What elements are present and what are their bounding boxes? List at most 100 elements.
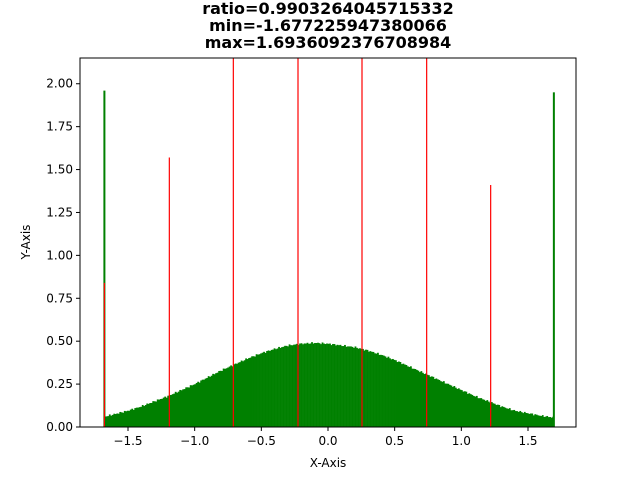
histogram-bar xyxy=(258,354,261,427)
histogram-bar xyxy=(550,417,553,427)
histogram-bar xyxy=(149,403,152,427)
histogram-bar xyxy=(234,363,237,427)
histogram-bar xyxy=(306,342,309,427)
histogram-bar xyxy=(290,345,292,427)
histogram-bar xyxy=(273,348,276,427)
histogram-bar xyxy=(499,407,502,427)
y-tick-label: 1.75 xyxy=(46,120,73,134)
histogram-bar xyxy=(260,353,262,427)
histogram-bar xyxy=(152,401,155,427)
histogram-bar xyxy=(117,413,120,427)
histogram-bar xyxy=(240,360,243,427)
histogram-bar xyxy=(418,372,421,427)
histogram-bar xyxy=(216,372,219,427)
histogram-bar xyxy=(270,349,273,427)
histogram-bar xyxy=(501,406,504,427)
histogram-bar xyxy=(219,370,222,427)
histogram-bar xyxy=(150,402,153,427)
histogram-bar xyxy=(173,393,176,427)
histogram-bar xyxy=(125,411,128,427)
histogram-bar xyxy=(221,370,224,427)
histogram-bar xyxy=(296,343,298,427)
histogram-bar xyxy=(420,371,423,427)
histogram-bar xyxy=(317,342,319,427)
histogram-bar xyxy=(408,366,411,427)
histogram-bar xyxy=(356,347,358,427)
histogram-bar xyxy=(544,416,547,427)
histogram-bar xyxy=(119,411,122,427)
histogram-bar xyxy=(209,376,212,427)
histogram-bar xyxy=(409,366,412,427)
histogram-bar xyxy=(189,385,192,427)
histogram-bar xyxy=(451,386,454,427)
x-tick-label: 1.5 xyxy=(518,434,537,448)
histogram-bar xyxy=(359,348,361,427)
histogram-bar xyxy=(308,343,310,427)
histogram-bar xyxy=(207,376,210,427)
histogram-bar xyxy=(276,348,279,427)
histogram-bar xyxy=(225,368,228,427)
x-tick-label: −1.0 xyxy=(180,434,209,448)
histogram-bar xyxy=(380,354,382,427)
histogram-bar xyxy=(200,380,203,427)
histogram-bar xyxy=(463,391,466,427)
histogram-bar xyxy=(155,401,158,427)
histogram-bar xyxy=(246,359,249,427)
histogram-bar xyxy=(122,412,125,427)
histogram-bar xyxy=(183,389,186,427)
histogram-bar xyxy=(176,392,179,427)
histogram-bar xyxy=(165,397,168,427)
y-tick-label: 0.75 xyxy=(46,291,73,305)
histogram-bar xyxy=(486,400,489,427)
histogram-bar xyxy=(439,381,442,427)
histogram-bar xyxy=(520,412,523,427)
histogram-bar xyxy=(272,349,274,427)
histogram-bar xyxy=(522,413,525,427)
x-tick-label: 0.0 xyxy=(318,434,337,448)
histogram-bar xyxy=(507,408,510,427)
histogram-bar xyxy=(201,379,204,427)
histogram-bar xyxy=(381,355,384,427)
histogram-bar xyxy=(131,408,134,427)
histogram-bar xyxy=(543,416,546,427)
histogram-bar xyxy=(398,361,400,427)
histogram-bar xyxy=(269,350,271,427)
histogram-bar xyxy=(528,413,531,427)
histogram-bar xyxy=(369,351,372,427)
histogram-bar xyxy=(351,346,354,427)
histogram-bar xyxy=(357,348,360,427)
histogram-bar xyxy=(396,362,399,427)
histogram-bar xyxy=(320,344,322,427)
histogram-bar xyxy=(433,379,436,427)
histogram-bar xyxy=(353,347,355,427)
histogram-bar xyxy=(254,356,256,427)
histogram-bar xyxy=(137,407,140,427)
histogram-bar xyxy=(436,379,439,427)
histogram-bar xyxy=(105,416,108,427)
chart-title-max: max=1.6936092376708984 xyxy=(205,33,452,52)
histogram-bar xyxy=(514,411,517,427)
histogram-bar xyxy=(293,344,295,427)
histogram-bar xyxy=(523,411,526,427)
histogram-bar xyxy=(153,401,156,427)
histogram-bar xyxy=(447,383,450,427)
histogram-bar xyxy=(468,393,471,427)
histogram-bar xyxy=(237,362,240,427)
histogram-bar xyxy=(350,346,352,427)
histogram-bar xyxy=(204,378,207,427)
histogram-bar xyxy=(424,373,427,427)
histogram-bar xyxy=(534,414,537,427)
histogram-bar xyxy=(257,354,259,427)
histogram-bar xyxy=(345,346,348,427)
histogram-bar xyxy=(191,385,194,427)
x-tick-label: −1.5 xyxy=(113,434,142,448)
histogram-bar xyxy=(305,343,307,427)
histogram-bar xyxy=(415,369,418,427)
histogram-bar xyxy=(129,409,132,427)
histogram-bar xyxy=(243,360,246,427)
histogram-bar xyxy=(198,382,201,427)
histogram-bar xyxy=(239,362,242,427)
histogram-bar xyxy=(107,416,110,427)
histogram-bar xyxy=(546,415,549,427)
histogram-bar xyxy=(255,354,258,427)
